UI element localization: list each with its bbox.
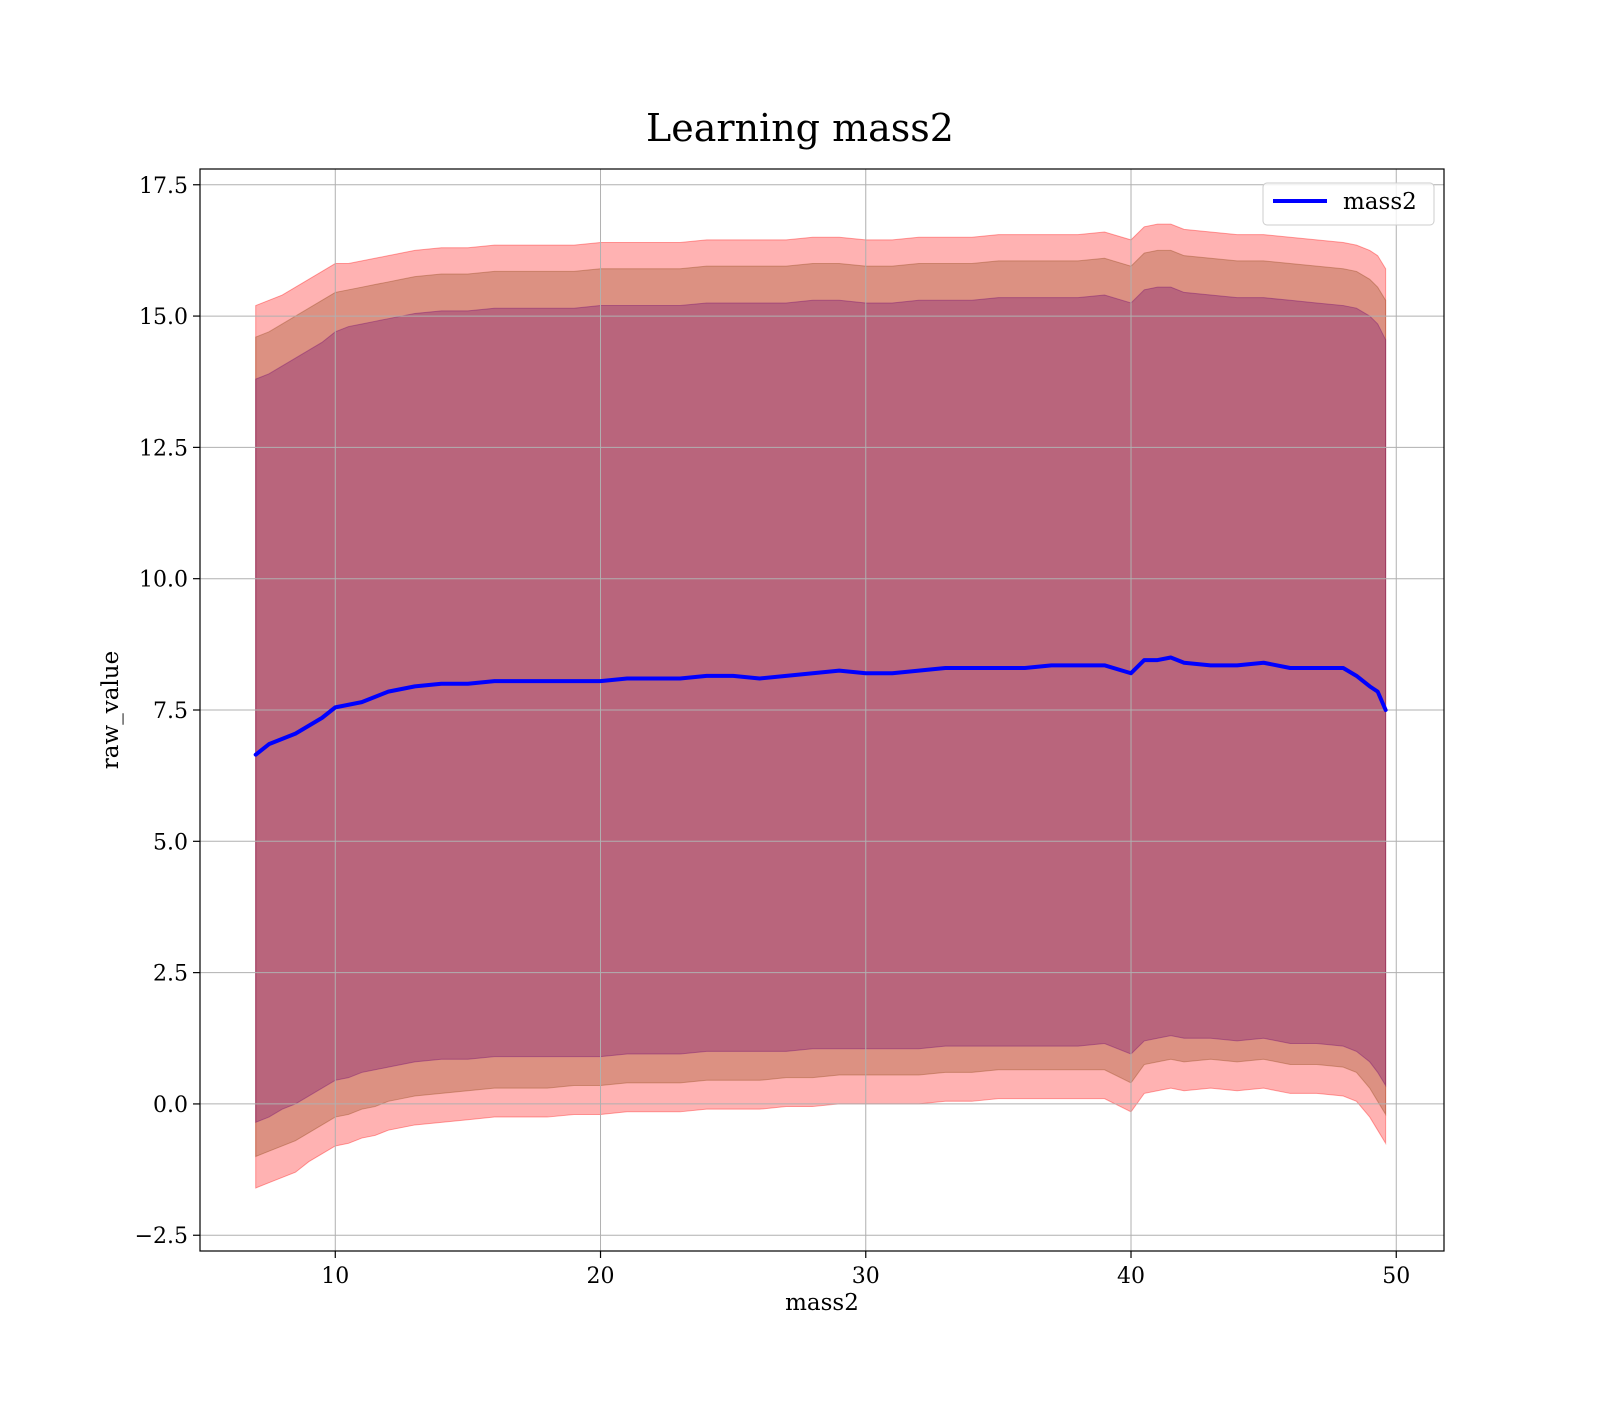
x-tick-label-0: 10	[321, 1264, 349, 1289]
plot-area	[199, 168, 1445, 1252]
x-tick-label-3: 40	[1117, 1264, 1145, 1289]
x-tick-label-1: 20	[587, 1264, 615, 1289]
y-axis-ticks: −2.5 0.0 2.5 5.0 7.5 10.0 12.5 15.0 17.5	[135, 174, 200, 1249]
series-line-mass2	[253, 655, 1388, 757]
band-2	[255, 286, 1387, 1124]
y-tick-label-0: −2.5	[135, 1224, 188, 1249]
y-tick-label-2: 2.5	[153, 962, 188, 987]
chart-title: Learning mass2	[646, 106, 954, 150]
band-0	[255, 223, 1387, 1189]
x-tick-label-2: 30	[852, 1264, 880, 1289]
y-tick-label-6: 12.5	[139, 436, 188, 461]
x-tick-label-4: 50	[1382, 1264, 1410, 1289]
y-tick-label-7: 15.0	[139, 305, 188, 330]
grid	[200, 169, 1444, 1251]
x-axis-ticks: 10 20 30 40 50	[321, 1251, 1410, 1289]
legend-box	[1262, 182, 1435, 226]
y-tick-label-4: 7.5	[153, 699, 188, 724]
y-tick-label-3: 5.0	[153, 830, 188, 855]
y-tick-label-8: 17.5	[139, 174, 188, 199]
band-1	[255, 249, 1387, 1158]
confidence-bands	[255, 223, 1387, 1189]
legend-label-mass2: mass2	[1343, 189, 1417, 215]
y-tick-label-1: 0.0	[153, 1093, 188, 1118]
y-axis-label: raw_value	[98, 651, 124, 769]
legend: mass2	[1262, 182, 1435, 226]
y-tick-label-5: 10.0	[139, 568, 188, 593]
x-axis-label: mass2	[785, 1290, 859, 1316]
series-lines	[253, 655, 1388, 757]
